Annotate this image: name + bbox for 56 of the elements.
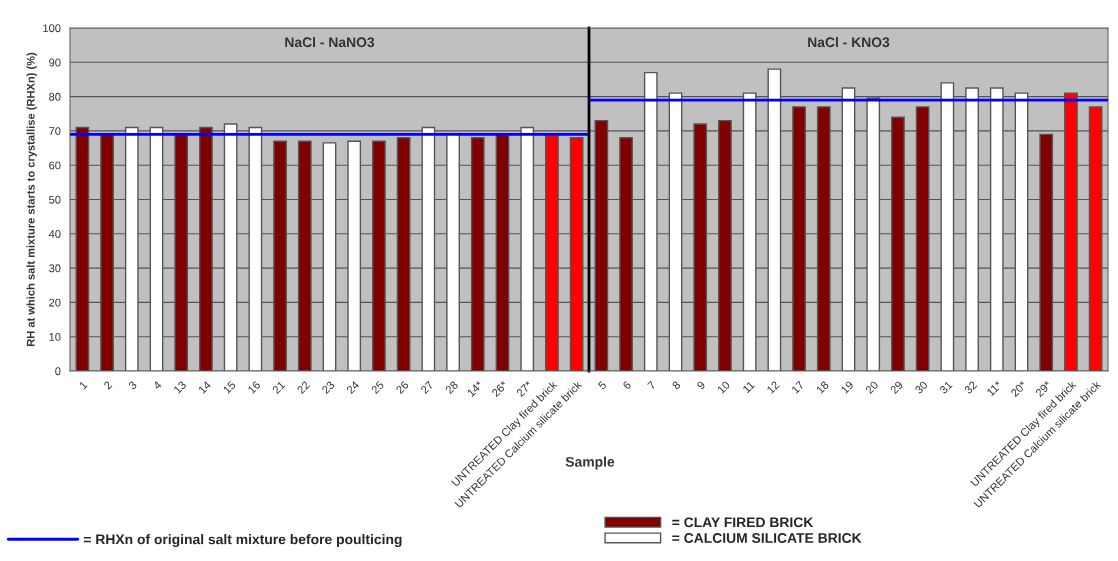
x-tick-label: 24 xyxy=(346,380,360,395)
x-tick-label: 7 xyxy=(647,380,657,390)
y-tick-label: 0 xyxy=(55,367,61,376)
y-axis-title: RH at which salt mixture starts to crystallise (RHXn) (%) xyxy=(26,52,37,347)
x-tick-label: 23 xyxy=(321,380,335,395)
y-tick-label: 100 xyxy=(43,24,61,33)
x-tick-label: 17 xyxy=(791,380,805,394)
y-tick-label: 40 xyxy=(48,230,61,238)
legend-label: = CALCIUM SILICATE BRICK xyxy=(672,533,862,543)
x-tick-label: 9 xyxy=(696,380,706,390)
x-tick-label: 20 xyxy=(865,380,879,395)
x-tick-label: 5 xyxy=(597,380,607,390)
x-tick-label: 21 xyxy=(271,380,286,395)
y-tick-label: 20 xyxy=(49,298,61,307)
text: NaCl - NaNO3 xyxy=(285,36,375,48)
x-tick-label: 29 xyxy=(889,380,904,395)
x-tick-label: 11* xyxy=(986,380,1003,397)
x-tick-label: 18 xyxy=(815,380,830,394)
x-tick-label: 31 xyxy=(939,380,953,395)
x-tick-label: 4 xyxy=(152,380,162,390)
x-tick-label: 19 xyxy=(840,380,854,394)
x-tick-label: 15 xyxy=(222,380,237,394)
x-tick-label: 16 xyxy=(247,380,261,394)
x-tick-label: 11 xyxy=(742,380,755,394)
y-tick-label: 50 xyxy=(49,195,61,204)
x-tick-label: 26 xyxy=(395,380,410,395)
x-tick-label: 14 xyxy=(198,380,212,394)
x-tick-label: 27 xyxy=(420,380,434,395)
x-tick-label: 14* xyxy=(466,380,484,397)
x-tick-label: 25 xyxy=(370,380,385,395)
x-tick-label: 20* xyxy=(1010,380,1028,398)
x-tick-label: 1 xyxy=(78,380,88,390)
x-axis-title: Sample xyxy=(565,456,615,470)
legend-label: = CLAY FIRED BRICK xyxy=(672,517,814,528)
y-tick-label: 70 xyxy=(49,127,61,136)
y-tick-label: 30 xyxy=(49,264,61,273)
x-tick-label: 10 xyxy=(717,380,731,394)
x-tick-label: 27* xyxy=(516,380,533,398)
x-tick-label: 29* xyxy=(1035,380,1052,398)
x-tick-label: 28 xyxy=(444,380,459,395)
text: NaCl - KNO3 xyxy=(808,36,890,48)
x-tick-label: 6 xyxy=(622,380,632,390)
x-tick-label: 26* xyxy=(491,380,509,398)
y-tick-label: 80 xyxy=(49,92,61,101)
x-tick-label: 13 xyxy=(173,380,187,394)
y-tick-label: 60 xyxy=(49,161,61,170)
y-tick-label: 90 xyxy=(49,58,61,67)
x-tick-label: 12 xyxy=(766,380,780,394)
x-tick-label: 8 xyxy=(671,380,681,390)
x-tick-label: 22 xyxy=(296,380,311,395)
x-tick-label: 30 xyxy=(914,380,929,395)
x-tick-label: 2 xyxy=(103,380,113,390)
x-tick-label: 3 xyxy=(127,380,138,390)
x-tick-label: 32 xyxy=(963,380,978,395)
legend-label: = RHXn of original salt mixture before poulticing xyxy=(83,534,402,548)
y-tick-label: 10 xyxy=(49,332,61,341)
